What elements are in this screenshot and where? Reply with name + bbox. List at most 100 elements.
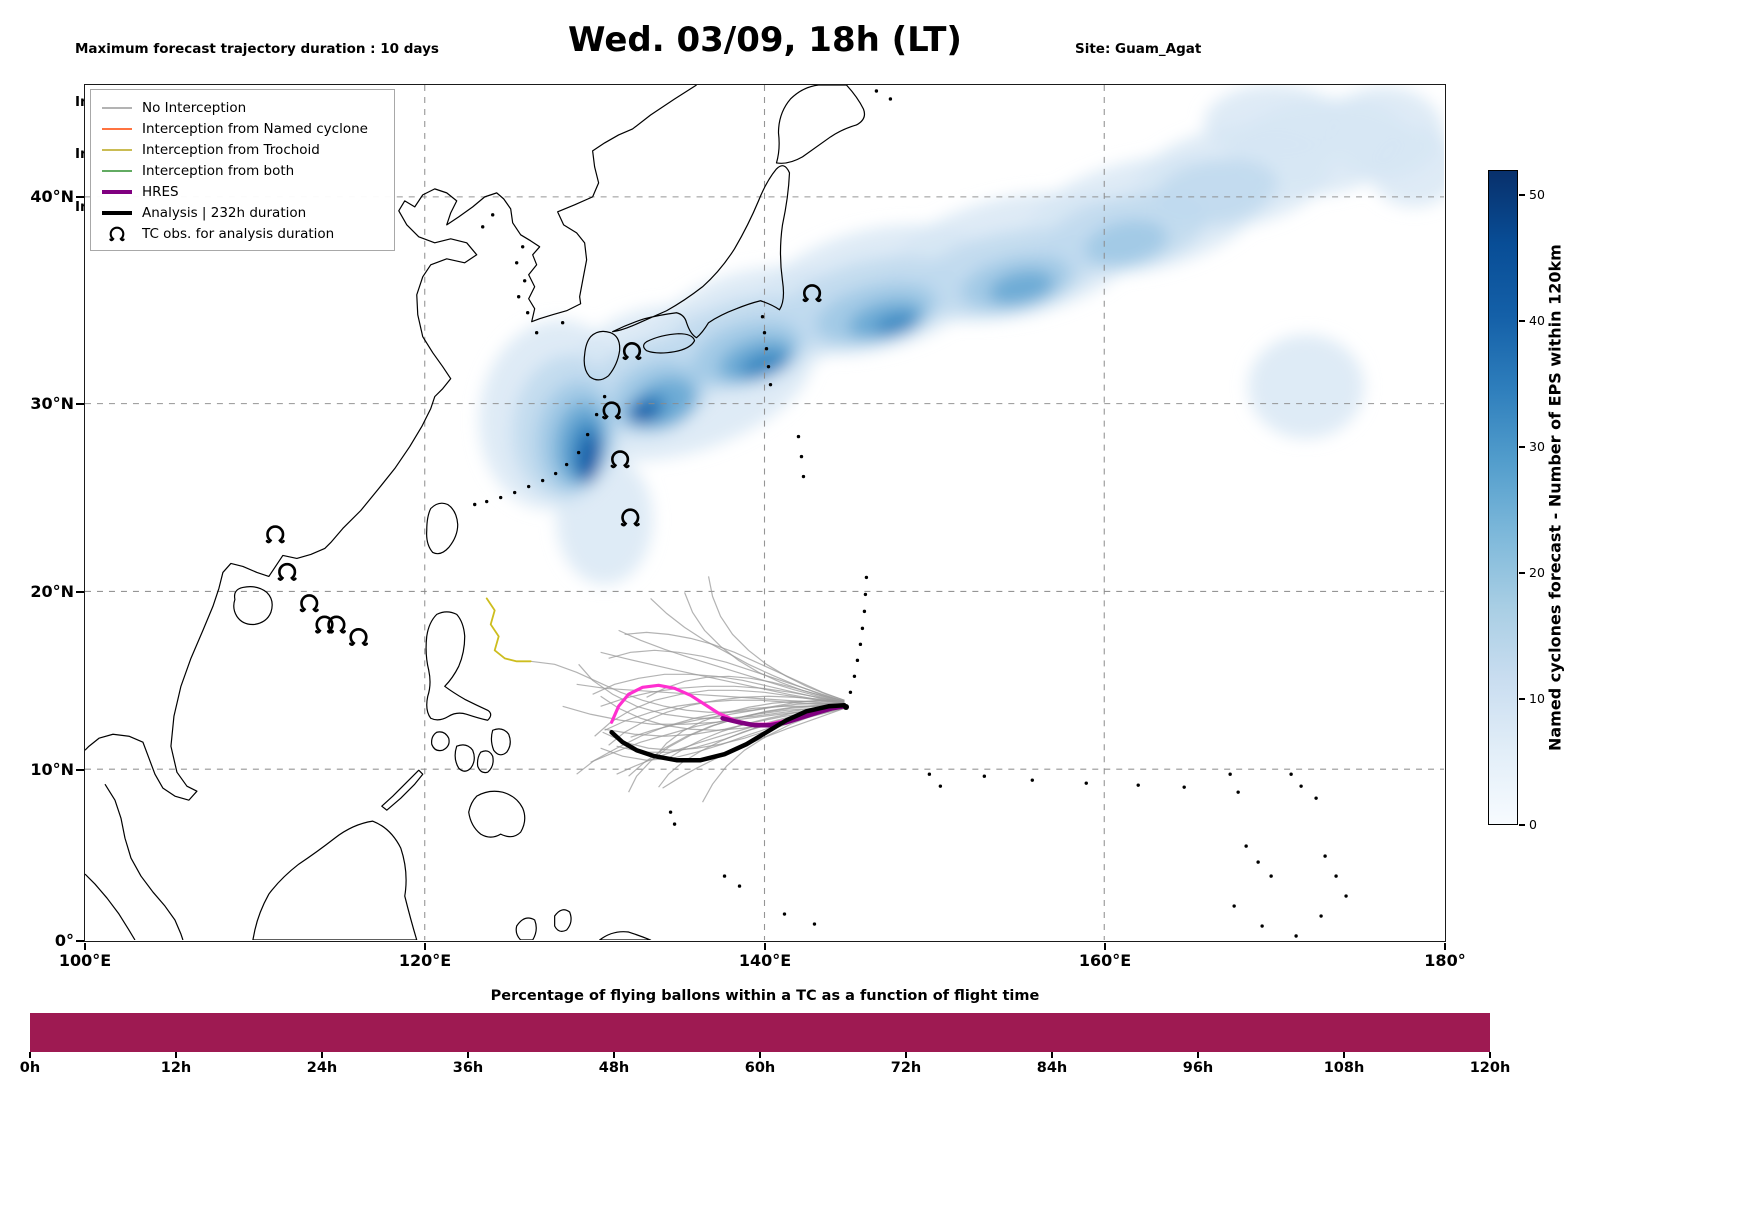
tc-symbol: [620, 508, 640, 527]
bottom-chart-title: Percentage of flying ballons within a TC…: [490, 988, 1040, 1004]
colorbar-tick-mark: [1519, 824, 1525, 826]
colorbar-label: Named cyclones forecast - Number of EPS …: [1545, 244, 1565, 751]
y-tick-mark: [76, 196, 84, 198]
track-trochoid-interception-member: [485, 597, 532, 663]
bottom-tick-label: 48h: [598, 1060, 630, 1076]
colorbar-tick-label: 50: [1529, 187, 1545, 203]
legend-item: Interception from both: [99, 160, 386, 181]
map-legend: No Interception Interception from Named c…: [90, 89, 395, 251]
tc-symbol: [622, 342, 642, 361]
colorbar-tick-label: 40: [1529, 313, 1545, 329]
bottom-tick-mark: [1197, 1052, 1199, 1058]
y-tick-mark: [76, 591, 84, 593]
tc-symbol: [349, 628, 368, 647]
legend-line-swatch: [99, 206, 135, 220]
bottom-chart-bar: [30, 1013, 1490, 1052]
tc-observations: [265, 284, 822, 647]
bottom-tick-label: 0h: [19, 1060, 41, 1076]
eps-density-shading: [479, 85, 1444, 585]
graticule: [85, 85, 1444, 940]
x-tick-label: 100°E: [58, 951, 112, 970]
bottom-tick-label: 12h: [160, 1060, 192, 1076]
colorbar-tick-mark: [1519, 446, 1525, 448]
legend-item-label: Interception from Trochoid: [142, 141, 320, 158]
tc-symbol-icon: [99, 224, 135, 244]
x-tick-mark: [1444, 943, 1446, 950]
colorbar-tick-mark: [1519, 572, 1525, 574]
legend-item-label: Analysis | 232h duration: [142, 204, 307, 221]
tc-symbol: [109, 226, 125, 241]
x-tick-label: 160°E: [1078, 951, 1132, 970]
x-tick-label: 140°E: [738, 951, 792, 970]
legend-line-swatch: [99, 101, 135, 115]
bottom-tick-mark: [1343, 1052, 1345, 1058]
legend-line-swatch: [99, 164, 135, 178]
bottom-tick-label: 120h: [1469, 1060, 1511, 1076]
legend-item: Interception from Named cyclone: [99, 118, 386, 139]
bottom-tick-label: 36h: [452, 1060, 484, 1076]
colorbar: [1488, 170, 1518, 825]
ensemble-trajectories: [485, 576, 850, 803]
legend-item-label: TC obs. for analysis duration: [142, 225, 335, 242]
colorbar-tick-label: 10: [1529, 691, 1545, 707]
figure-title: Wed. 03/09, 18h (LT): [568, 20, 962, 60]
bottom-tick-mark: [1489, 1052, 1491, 1058]
bottom-tick-label: 84h: [1036, 1060, 1068, 1076]
param-max-duration: Maximum forecast trajectory duration : 1…: [75, 41, 439, 57]
bottom-tick-mark: [29, 1052, 31, 1058]
colorbar-tick-mark: [1519, 320, 1525, 322]
x-tick-label: 180°: [1424, 951, 1466, 970]
y-tick-label: 30°N: [30, 394, 74, 413]
bottom-tick-mark: [467, 1052, 469, 1058]
x-tick-mark: [84, 943, 86, 950]
tc-symbol: [802, 284, 822, 303]
y-tick-mark: [76, 403, 84, 405]
map-canvas: [85, 85, 1444, 940]
tc-symbol: [277, 562, 297, 581]
bottom-tick-mark: [1051, 1052, 1053, 1058]
legend-item-label: No Interception: [142, 99, 247, 116]
bottom-tick-mark: [613, 1052, 615, 1058]
colorbar-tick-label: 0: [1529, 817, 1537, 832]
y-tick-mark: [76, 769, 84, 771]
tc-symbol: [602, 401, 622, 420]
colorbar-tick-label: 20: [1529, 565, 1545, 581]
y-tick-label: 0°: [54, 931, 74, 950]
legend-line-swatch: [99, 122, 135, 136]
x-tick-mark: [424, 943, 426, 950]
colorbar-tick-label: 30: [1529, 439, 1545, 455]
legend-item: No Interception: [99, 97, 386, 118]
legend-line-swatch: [99, 143, 135, 157]
bottom-tick-label: 60h: [744, 1060, 776, 1076]
bottom-tick-mark: [759, 1052, 761, 1058]
bottom-tick-label: 108h: [1323, 1060, 1365, 1076]
bottom-tick-mark: [175, 1052, 177, 1058]
bottom-tick-label: 24h: [306, 1060, 338, 1076]
y-tick-label: 20°N: [30, 582, 74, 601]
y-tick-label: 10°N: [30, 760, 74, 779]
legend-item: Analysis | 232h duration: [99, 202, 386, 223]
x-tick-mark: [1104, 943, 1106, 950]
colorbar-tick-mark: [1519, 698, 1525, 700]
legend-item: Interception from Trochoid: [99, 139, 386, 160]
tc-symbol: [265, 525, 285, 544]
bottom-tick-mark: [905, 1052, 907, 1058]
colorbar-tick-mark: [1519, 194, 1525, 196]
x-tick-mark: [764, 943, 766, 950]
bottom-tick-label: 96h: [1182, 1060, 1214, 1076]
bottom-tick-label: 72h: [890, 1060, 922, 1076]
legend-item-label: HRES: [142, 183, 179, 200]
tc-symbol: [610, 450, 630, 469]
tc-symbol: [326, 615, 346, 634]
info-site: Site: Guam_Agat: [1075, 41, 1202, 57]
x-tick-label: 120°E: [398, 951, 452, 970]
y-tick-label: 40°N: [30, 187, 74, 206]
trajectory-map: No Interception Interception from Named c…: [84, 84, 1446, 942]
legend-item: HRES: [99, 181, 386, 202]
bottom-tick-mark: [321, 1052, 323, 1058]
y-tick-mark: [76, 940, 84, 942]
launch-site-marker: [843, 703, 850, 710]
legend-item: TC obs. for analysis duration: [99, 223, 386, 244]
legend-item-label: Interception from both: [142, 162, 295, 179]
